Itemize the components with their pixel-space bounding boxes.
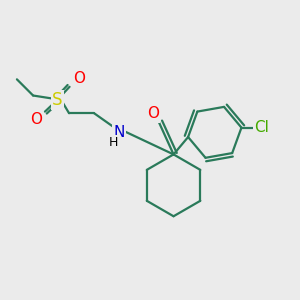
Text: H: H (109, 136, 119, 149)
Text: Cl: Cl (254, 120, 268, 135)
Text: N: N (113, 125, 125, 140)
Text: O: O (147, 106, 159, 121)
Text: O: O (73, 71, 85, 86)
Text: O: O (30, 112, 42, 127)
Text: S: S (52, 91, 62, 109)
